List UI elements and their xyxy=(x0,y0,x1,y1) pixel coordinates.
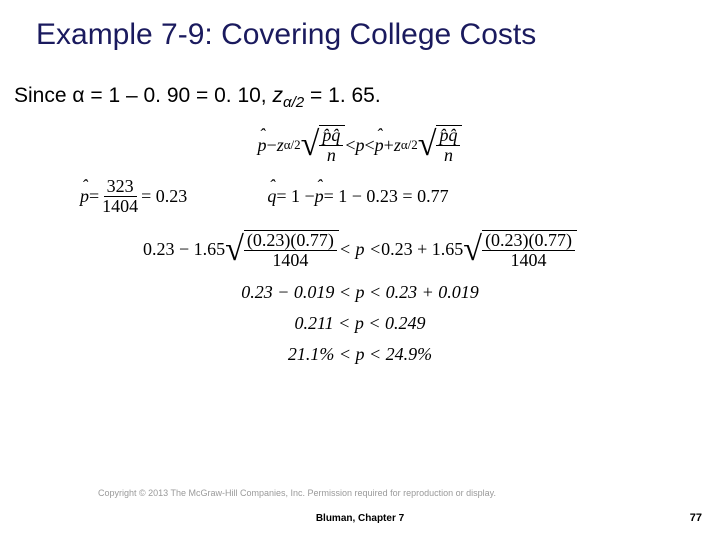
step5-row: 21.1% < p < 24.9% xyxy=(0,344,720,365)
phat-result: = 0.23 xyxy=(141,186,187,207)
sub-sqrt-left: √ (0.23)(0.77) 1404 xyxy=(225,230,339,270)
sub-right-const: 0.23 + 1.65 xyxy=(381,239,463,260)
radical-icon: √ xyxy=(418,131,437,158)
page-number: 77 xyxy=(690,512,702,524)
lt1: < xyxy=(345,135,355,156)
sub-pq-den-r: 1404 xyxy=(508,251,550,270)
pq-num-left: p̂q̂ xyxy=(319,126,343,146)
footer-center: Bluman, Chapter 7 xyxy=(316,513,404,524)
plus: + xyxy=(384,135,394,156)
qhat-rest: = 1 − 0.23 = 0.77 xyxy=(324,186,449,207)
sub-mid: < p < xyxy=(339,239,381,260)
step3-row: 0.23 − 0.019 < p < 0.23 + 0.019 xyxy=(0,282,720,303)
pq-num-right: p̂q̂ xyxy=(436,126,460,146)
radical-icon: √ xyxy=(301,131,320,158)
substituted-row: 0.23 − 1.65 √ (0.23)(0.77) 1404 < p < 0.… xyxy=(0,230,720,270)
formula-area: p − zα/2 √ p̂q̂ n < p < p + zα/2 √ p̂q̂ … xyxy=(0,125,720,364)
phat-left: p xyxy=(258,135,267,156)
phat-qhat-row: p = 323 1404 = 0.23 q = 1 − p = 1 − 0.23… xyxy=(0,177,720,216)
intro-prefix: Since α = 1 – 0. 90 = 0. 10, xyxy=(14,84,272,107)
n-den-left: n xyxy=(324,146,339,165)
radical-icon: √ xyxy=(463,236,482,263)
intro-z: z xyxy=(272,84,283,107)
z-left: z xyxy=(277,135,284,156)
p-mid: p xyxy=(356,135,365,156)
phat-right: p xyxy=(375,135,384,156)
sub-pq-num-r: (0.23)(0.77) xyxy=(482,231,575,251)
qhat-eq: = 1 − xyxy=(276,186,314,207)
intro-line: Since α = 1 – 0. 90 = 0. 10, zα/2 = 1. 6… xyxy=(0,52,720,111)
radical-icon: √ xyxy=(225,236,244,263)
intro-suffix: = 1. 65. xyxy=(304,84,380,107)
lt2: < xyxy=(365,135,375,156)
zsub-right: α/2 xyxy=(401,137,418,153)
slide-title: Example 7-9: Covering College Costs xyxy=(0,0,720,52)
sqrt-right: √ p̂q̂ n xyxy=(418,125,463,165)
sub-left-const: 0.23 − 1.65 xyxy=(143,239,225,260)
n-den-right: n xyxy=(441,146,456,165)
phat-den: 1404 xyxy=(99,197,141,216)
z-right: z xyxy=(394,135,401,156)
qhat-lhs: q xyxy=(267,186,276,207)
phat-num: 323 xyxy=(104,177,137,197)
phat-frac: 323 1404 xyxy=(99,177,141,216)
phat-lhs: p xyxy=(80,186,89,207)
sub-pq-num-l: (0.23)(0.77) xyxy=(244,231,337,251)
intro-z-sub: α/2 xyxy=(283,94,304,111)
minus: − xyxy=(267,135,277,156)
qhat-phat: p xyxy=(315,186,324,207)
sqrt-left: √ p̂q̂ n xyxy=(301,125,346,165)
zsub-left: α/2 xyxy=(284,137,301,153)
copyright-text: Copyright © 2013 The McGraw-Hill Compani… xyxy=(98,488,496,498)
ci-formula-row: p − zα/2 √ p̂q̂ n < p < p + zα/2 √ p̂q̂ … xyxy=(0,125,720,165)
step4-row: 0.211 < p < 0.249 xyxy=(0,313,720,334)
phat-eq: = xyxy=(89,186,99,207)
sub-sqrt-right: √ (0.23)(0.77) 1404 xyxy=(463,230,577,270)
sub-pq-den-l: 1404 xyxy=(269,251,311,270)
